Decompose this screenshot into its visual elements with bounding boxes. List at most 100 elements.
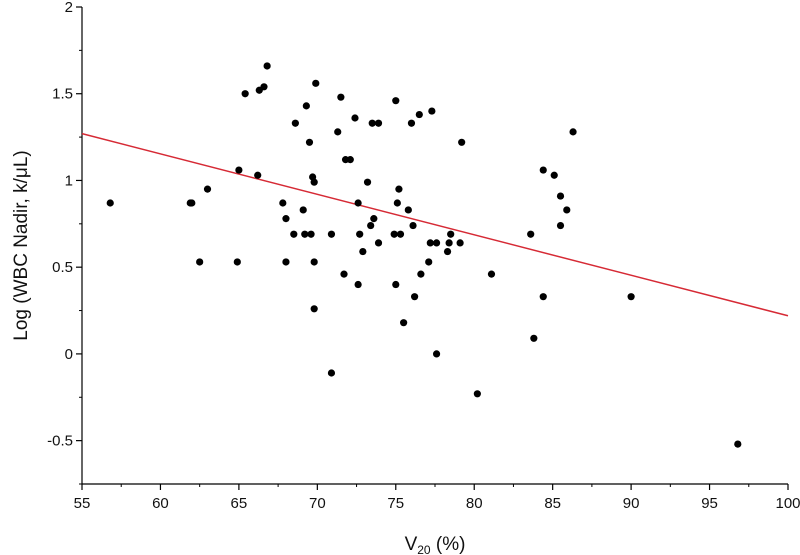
data-point [254,171,262,179]
data-point [407,119,416,127]
x-tick-label: 70 [309,495,326,512]
data-point [356,230,364,238]
x-tick-label: 65 [231,495,248,512]
data-point [473,390,481,398]
data-point [282,215,290,223]
data-point [395,185,403,193]
data-point [310,305,318,313]
x-tick-label: 60 [152,495,169,512]
data-point [539,166,547,174]
data-point [445,239,453,247]
data-point [392,97,400,105]
data-point [428,107,436,115]
data-point [327,230,336,238]
data-point [563,206,571,214]
data-point [390,230,398,238]
data-point [415,110,423,119]
data-point [340,270,348,278]
data-point [351,114,359,122]
y-tick-label: 0 [65,346,73,363]
data-point [426,239,434,247]
data-point [235,166,243,174]
data-point [363,178,372,186]
data-point [396,230,405,238]
data-point [458,138,466,146]
data-point [301,230,309,238]
x-axis: 55 60 65 70 75 80 85 90 95 100 [74,483,800,512]
data-point [527,230,535,238]
data-point [327,369,336,377]
x-tick-label: 90 [623,495,640,512]
data-point [260,83,268,91]
data-point [432,239,441,247]
data-point [392,280,400,289]
data-point [447,230,455,238]
data-point [530,334,538,342]
data-point [393,199,401,207]
data-point [299,206,307,214]
data-point [233,258,241,266]
data-point [456,239,464,247]
data-point [312,79,320,87]
data-point [263,62,271,70]
data-point [196,258,204,266]
y-tick-label: 1 [65,172,73,189]
data-point [307,230,315,238]
x-tick-label: 85 [544,495,561,512]
data-point [425,258,433,266]
fit-line-layer [81,132,789,317]
data-point [400,319,408,327]
x-tick-label: 100 [775,495,800,512]
data-point [417,270,425,278]
data-point [368,119,376,127]
data-point [404,206,412,214]
data-point [432,350,441,358]
data-point [346,156,354,164]
data-point [359,247,367,256]
y-tick-label: -0.5 [47,433,73,450]
data-point [305,138,314,146]
data-point [354,280,362,289]
y-tick-label: 0.5 [52,259,73,276]
regression-line [81,132,789,317]
x-tick-label: 80 [466,495,483,512]
data-point [539,293,547,301]
data-point [302,102,310,110]
data-point [734,440,742,448]
data-point [282,258,290,266]
y-axis-title: Log (WBC Nadir, k/μL) [11,150,32,340]
data-point [310,178,318,186]
data-point [370,215,378,223]
data-point [291,119,299,127]
data-point [337,93,345,101]
data-point [334,128,342,136]
data-point [374,239,383,247]
data-point [627,293,635,301]
data-point [550,171,558,179]
data-point [106,199,114,207]
data-point [569,128,577,136]
data-point [374,119,383,127]
data-point [367,221,375,230]
y-tick-label: 1.5 [52,86,73,103]
data-point [487,270,496,278]
x-tick-label: 55 [74,495,91,512]
data-point [556,192,565,200]
x-tick-label: 95 [701,495,718,512]
data-point [290,230,298,238]
x-tick-label: 75 [387,495,404,512]
data-point [443,247,452,256]
data-point [279,199,287,207]
data-point [310,258,318,266]
data-point [188,199,196,207]
data-point [354,199,362,207]
y-axis: -0.5 0 0.5 1 1.5 2 [47,0,83,485]
data-point [241,90,249,98]
y-tick-label: 2 [65,0,73,16]
points-layer [106,62,742,448]
data-point [411,293,419,301]
x-axis-title: V20 (%) [405,534,466,555]
data-point [409,221,417,230]
data-point [203,185,212,193]
